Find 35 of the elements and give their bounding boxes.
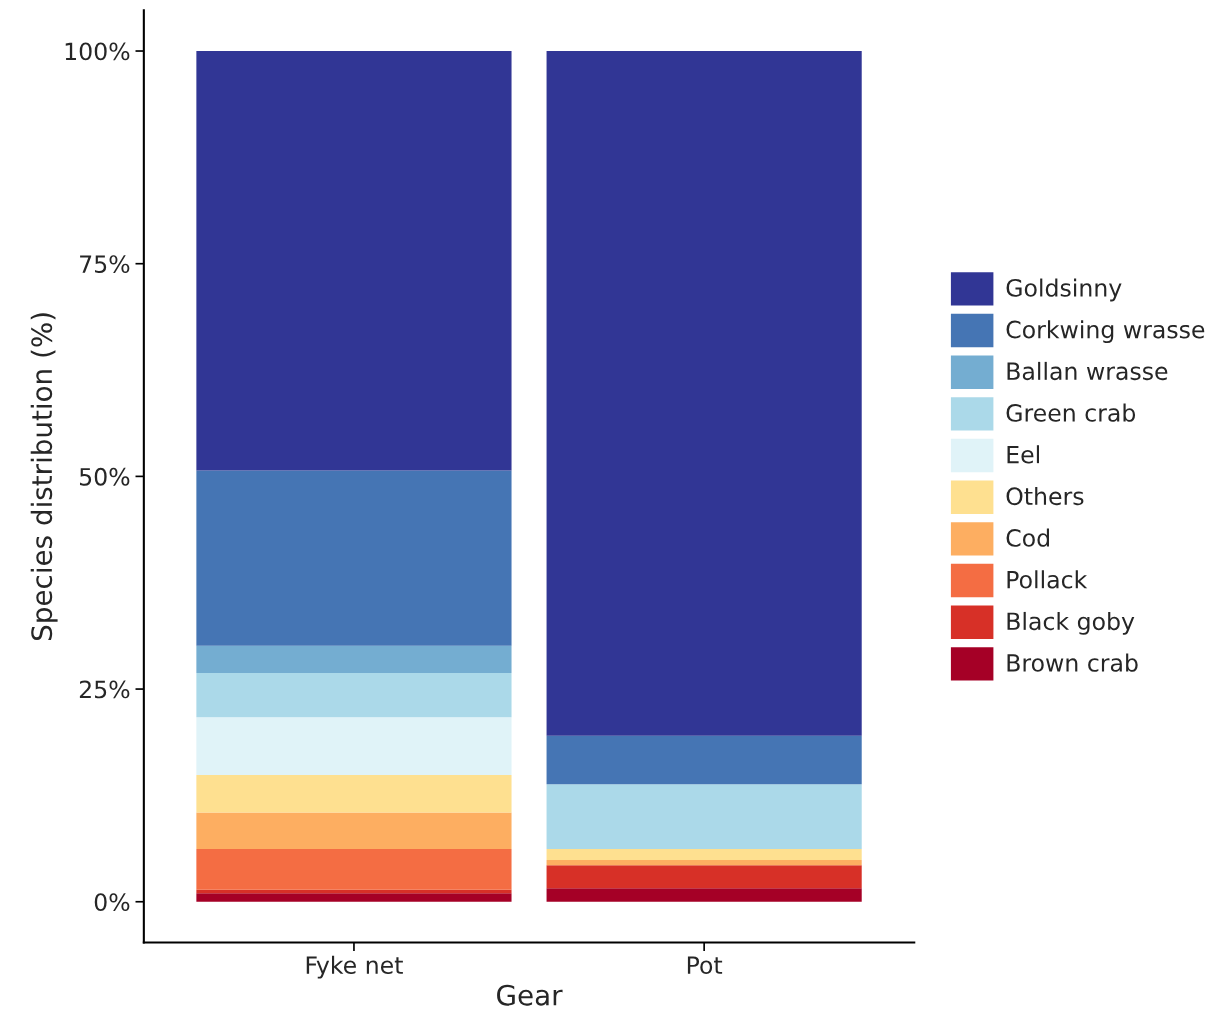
bar xyxy=(196,812,512,849)
bar xyxy=(196,849,512,890)
bar xyxy=(196,645,512,673)
x-tick-label: Fyke net xyxy=(306,955,403,979)
legend-label: Green crab xyxy=(1006,403,1136,422)
x-tick-label: Pot xyxy=(687,956,723,975)
legend-label: Brown crab xyxy=(1007,653,1138,672)
y-tick-label: 75% xyxy=(80,255,130,274)
y-tick-label: 0% xyxy=(94,893,130,912)
bar xyxy=(546,784,862,849)
y-tick-label: 50% xyxy=(79,467,130,486)
bar xyxy=(546,849,862,861)
legend-label: Ballan wrasse xyxy=(1007,361,1168,381)
bar xyxy=(546,865,862,889)
legend-label: Cod xyxy=(1006,528,1049,547)
bar xyxy=(546,888,862,902)
bar xyxy=(546,735,862,785)
bar xyxy=(546,860,862,866)
legend-label: Others xyxy=(1006,486,1084,506)
legend-label: Eel xyxy=(1007,445,1039,464)
y-tick-label: 25% xyxy=(79,680,130,699)
y-axis-title: Species distribution (%) xyxy=(30,313,58,641)
bar xyxy=(196,51,512,471)
legend-label: Pollack xyxy=(1007,570,1088,589)
bar xyxy=(546,51,862,736)
legend-label: Corkwing wrasse xyxy=(1006,320,1205,344)
legend-label: Black goby xyxy=(1007,611,1135,635)
y-tick-label: 100% xyxy=(65,42,130,61)
bar xyxy=(196,717,512,775)
x-axis-title: Gear xyxy=(497,984,563,1006)
legend-label: Goldsinny xyxy=(1006,278,1122,302)
bar xyxy=(196,672,512,718)
bar xyxy=(196,893,512,902)
bar xyxy=(196,774,512,813)
bar xyxy=(196,470,512,646)
